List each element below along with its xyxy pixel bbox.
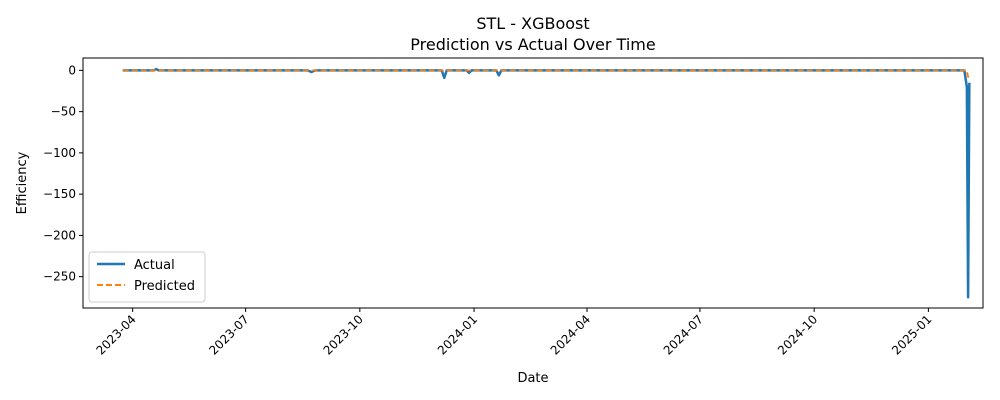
x-axis: 2023-04 2023-07 2023-10 2024-01 2024-04 2024-… [93,308,935,358]
x-axis-label: Date [517,371,548,386]
y-tick-label: −150 [43,187,76,201]
y-axis: 0 −50 −100 −150 −200 −250 [43,63,83,284]
x-tick-label: 2024-01 [435,312,480,357]
chart-title: STL - XGBoost [476,14,589,33]
x-tick-label: 2023-10 [321,312,366,357]
x-tick-label: 2023-07 [206,312,251,357]
x-tick-label: 2024-10 [775,312,820,357]
y-tick-label: −250 [43,270,76,284]
legend-label-actual: Actual [134,258,175,273]
x-tick-label: 2024-07 [661,312,706,357]
chart-subtitle: Prediction vs Actual Over Time [410,35,655,54]
legend: Actual Predicted [88,251,206,303]
x-tick-label: 2025-01 [889,312,934,357]
x-tick-label: 2023-04 [93,312,138,357]
plot-frame [82,57,984,309]
series-line-predicted [122,69,971,78]
x-tick-label: 2024-04 [548,312,593,357]
y-tick-label: 0 [68,63,76,77]
y-tick-label: −100 [43,146,76,160]
y-tick-label: −50 [51,105,76,119]
y-axis-label: Efficiency [15,151,30,214]
y-tick-label: −200 [43,228,76,242]
legend-label-predicted: Predicted [134,279,195,294]
series-layer [122,67,971,299]
series-line-actual [122,67,971,299]
